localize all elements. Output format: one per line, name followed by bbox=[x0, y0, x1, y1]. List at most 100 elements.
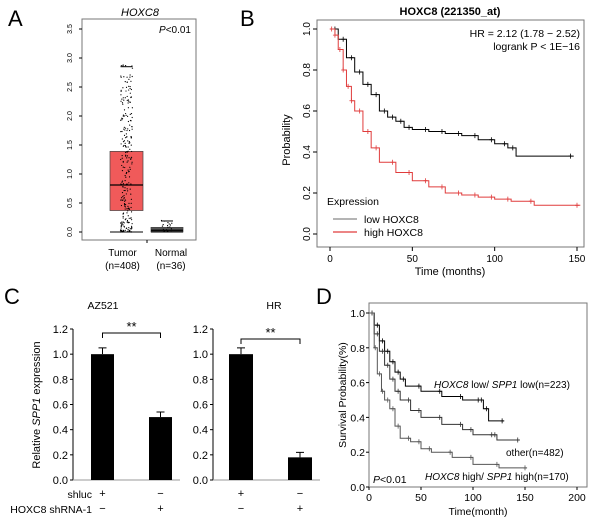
jitter-point bbox=[124, 129, 126, 131]
jitter-point bbox=[120, 204, 123, 207]
subplot-title: HR bbox=[266, 300, 282, 312]
jitter-point bbox=[122, 141, 125, 143]
jitter-point bbox=[125, 218, 127, 220]
jitter-point bbox=[119, 231, 122, 233]
jitter-point bbox=[124, 206, 126, 208]
jitter-point bbox=[124, 144, 126, 147]
condition-symbol: − bbox=[297, 488, 303, 500]
jitter-point bbox=[123, 140, 125, 142]
jitter-point bbox=[128, 170, 130, 172]
y-tick-label: 0.8 bbox=[53, 374, 68, 386]
category-label: Normal bbox=[155, 248, 187, 259]
jitter-point bbox=[130, 206, 132, 209]
jitter-point bbox=[123, 76, 125, 78]
jitter-point bbox=[128, 129, 131, 132]
jitter-point bbox=[130, 136, 132, 138]
jitter-point bbox=[130, 202, 132, 204]
x-tick-label: 150 bbox=[516, 492, 534, 504]
jitter-point bbox=[123, 144, 125, 147]
jitter-point bbox=[125, 114, 127, 116]
jitter-point bbox=[124, 166, 126, 169]
jitter-point bbox=[129, 119, 132, 122]
jitter-point bbox=[122, 224, 124, 226]
jitter-point bbox=[129, 74, 131, 76]
censor-mark bbox=[332, 32, 337, 38]
jitter-point bbox=[122, 87, 124, 89]
censor-mark bbox=[427, 446, 432, 452]
jitter-point bbox=[122, 230, 124, 233]
jitter-point bbox=[128, 227, 130, 229]
censor-mark bbox=[502, 141, 507, 147]
jitter-point bbox=[121, 98, 123, 100]
condition-symbol: − bbox=[157, 488, 163, 500]
jitter-point bbox=[124, 112, 127, 115]
jitter-point bbox=[131, 225, 133, 227]
jitter-point bbox=[123, 189, 125, 192]
panel-c-bar-charts: AZ521 0.0 0.2 0.4 0.6 0.8 1.0 1.2 + − − + ** HR 0.0 0.2… bbox=[10, 300, 320, 516]
jitter-point bbox=[126, 129, 128, 132]
jitter-point bbox=[131, 65, 133, 67]
jitter-point bbox=[121, 118, 124, 120]
jitter-point bbox=[168, 223, 170, 225]
censor-mark bbox=[439, 129, 444, 134]
y-axis-label: Probability bbox=[281, 114, 293, 166]
jitter-point bbox=[165, 229, 168, 231]
jitter-point bbox=[130, 193, 132, 195]
censor-mark bbox=[515, 437, 520, 443]
y-tick-label: 0.5 bbox=[67, 198, 74, 208]
series-label-low-low: HOXC8 low/ SPP1 low(n=223) bbox=[434, 380, 570, 391]
jitter-point bbox=[122, 114, 125, 116]
jitter-point bbox=[129, 92, 131, 94]
jitter-point bbox=[126, 208, 128, 210]
jitter-point bbox=[130, 183, 132, 185]
jitter-point bbox=[124, 175, 126, 177]
jitter-point bbox=[123, 222, 125, 224]
jitter-point bbox=[121, 180, 124, 182]
y-tick-label: 0.0 bbox=[67, 227, 74, 237]
jitter-point bbox=[124, 204, 127, 206]
jitter-point bbox=[129, 188, 131, 190]
legend-title: Expression bbox=[327, 196, 379, 208]
jitter-point bbox=[120, 222, 122, 224]
censor-mark bbox=[385, 397, 390, 403]
jitter-point bbox=[120, 119, 122, 121]
jitter-point bbox=[123, 109, 126, 111]
jitter-point bbox=[120, 225, 122, 227]
jitter-point bbox=[122, 217, 124, 219]
y-tick-label: 1.0 bbox=[193, 349, 208, 361]
jitter-point bbox=[129, 168, 131, 170]
jitter-point bbox=[124, 179, 126, 182]
censor-mark bbox=[472, 192, 477, 198]
censor-mark bbox=[375, 331, 380, 337]
jitter-point bbox=[126, 76, 128, 78]
significance-stars: ** bbox=[126, 319, 136, 334]
jitter-point bbox=[120, 89, 122, 91]
stat-annotation: logrank P < 1E−16 bbox=[493, 41, 580, 53]
jitter-point bbox=[166, 230, 169, 232]
censor-mark bbox=[380, 388, 385, 394]
jitter-point bbox=[127, 210, 129, 212]
jitter-point bbox=[127, 107, 130, 109]
plot-frame bbox=[81, 18, 197, 241]
panel-b-km-plot: HOXC8 (221350_at) 0.0 0.2 0.4 0.6 0.8 1.0 0 50 10… bbox=[281, 6, 586, 278]
jitter-point bbox=[124, 137, 127, 139]
jitter-point bbox=[124, 200, 126, 202]
jitter-point bbox=[131, 223, 133, 225]
jitter-point bbox=[122, 212, 125, 214]
jitter-point bbox=[121, 184, 123, 186]
jitter-point bbox=[130, 80, 132, 82]
y-tick-label: 0.0 bbox=[302, 227, 313, 241]
jitter-point bbox=[124, 127, 127, 129]
jitter-point bbox=[126, 221, 128, 223]
error-bar bbox=[156, 411, 165, 418]
x-tick-label: 100 bbox=[464, 492, 482, 504]
jitter-point bbox=[129, 101, 131, 103]
censor-mark bbox=[458, 394, 463, 400]
jitter-point bbox=[127, 102, 129, 104]
censor-mark bbox=[390, 359, 395, 365]
jitter-point bbox=[130, 88, 132, 91]
jitter-point bbox=[127, 215, 129, 217]
jitter-point bbox=[122, 195, 124, 198]
jitter-point bbox=[130, 150, 133, 153]
